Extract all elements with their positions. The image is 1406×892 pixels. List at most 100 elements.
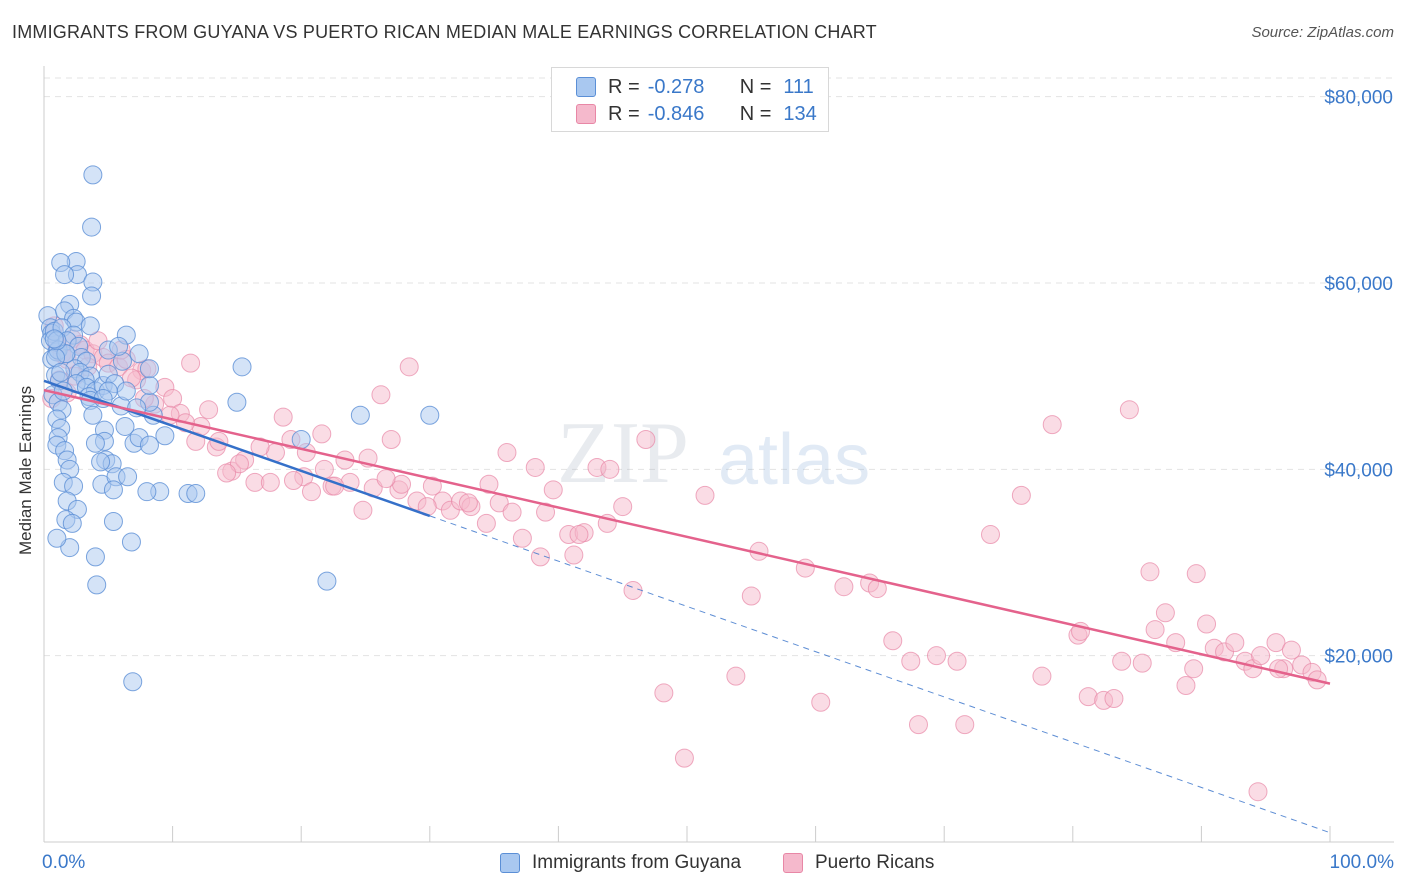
data-point-puerto-ricans <box>1145 620 1165 640</box>
data-point-puerto-ricans <box>301 482 321 502</box>
data-point-puerto-ricans <box>1112 651 1132 671</box>
data-point-guyana <box>85 547 105 567</box>
data-point-puerto-ricans <box>1281 640 1301 660</box>
data-point-guyana <box>186 484 206 504</box>
legend-swatch-blue <box>500 853 520 873</box>
data-point-puerto-ricans <box>613 497 633 517</box>
y-tick-label: $40,000 <box>1324 460 1393 481</box>
data-point-puerto-ricans <box>497 443 517 463</box>
data-point-puerto-ricans <box>1011 485 1031 505</box>
data-point-puerto-ricans <box>1266 633 1286 653</box>
data-point-guyana <box>60 538 80 558</box>
y-axis-label: Median Male Earnings <box>16 385 35 555</box>
data-point-puerto-ricans <box>536 502 556 522</box>
series-legend: Immigrants from Guyana Puerto Ricans <box>0 852 1406 876</box>
data-point-puerto-ricans <box>1251 646 1271 666</box>
legend-r-value: -0.846 <box>647 102 705 125</box>
x-axis-min-label: 0.0% <box>42 852 86 873</box>
data-point-guyana <box>62 513 82 533</box>
legend-swatch-blue <box>576 77 596 97</box>
data-point-puerto-ricans <box>901 651 921 671</box>
watermark: ZIP atlas <box>557 405 870 502</box>
legend-item-guyana[interactable]: Immigrants from Guyana <box>500 852 741 874</box>
data-point-guyana <box>420 405 440 425</box>
data-point-guyana <box>83 405 103 425</box>
legend-r-value: -0.278 <box>647 75 705 98</box>
data-point-puerto-ricans <box>260 472 280 492</box>
data-point-puerto-ricans <box>217 463 237 483</box>
data-point-puerto-ricans <box>376 469 396 489</box>
data-point-guyana <box>317 571 337 591</box>
legend-label-guyana: Immigrants from Guyana <box>532 852 742 873</box>
data-point-puerto-ricans <box>623 580 643 600</box>
data-point-puerto-ricans <box>947 651 967 671</box>
trend-lines <box>43 379 1331 834</box>
data-point-puerto-ricans <box>1269 659 1289 679</box>
data-point-guyana <box>85 433 105 453</box>
data-point-guyana <box>118 467 138 487</box>
x-axis-max-label: 100.0% <box>1329 852 1394 873</box>
data-point-puerto-ricans <box>980 525 1000 545</box>
data-point-puerto-ricans <box>1132 653 1152 673</box>
legend-n-label: N = <box>739 102 772 125</box>
guyana-points <box>38 165 440 692</box>
data-point-puerto-ricans <box>834 577 854 597</box>
data-point-puerto-ricans <box>399 357 419 377</box>
data-point-puerto-ricans <box>569 525 589 545</box>
chart-title: IMMIGRANTS FROM GUYANA VS PUERTO RICAN M… <box>12 22 877 42</box>
data-point-puerto-ricans <box>1184 659 1204 679</box>
data-point-guyana <box>350 405 370 425</box>
data-point-puerto-ricans <box>1042 415 1062 435</box>
legend-r-label: R = <box>608 75 640 98</box>
data-point-guyana <box>291 430 311 450</box>
data-point-guyana <box>83 165 103 185</box>
data-point-guyana <box>129 344 149 364</box>
data-point-guyana <box>51 362 71 382</box>
legend-r-label: R = <box>608 102 640 125</box>
data-point-puerto-ricans <box>1104 689 1124 709</box>
puerto-ricans-points <box>42 316 1327 802</box>
data-point-puerto-ricans <box>1140 562 1160 582</box>
legend-n-value: 134 <box>783 102 817 125</box>
trend-line-puerto-ricans <box>43 388 1331 685</box>
data-point-guyana <box>82 217 102 237</box>
data-point-puerto-ricans <box>926 646 946 666</box>
legend-swatch-pink <box>576 104 596 124</box>
data-point-puerto-ricans <box>381 430 401 450</box>
data-point-puerto-ricans <box>1032 666 1052 686</box>
legend-row-puerto-ricans: R = -0.846 N = 134 <box>576 102 817 126</box>
data-point-guyana <box>87 575 107 595</box>
data-point-guyana <box>123 672 143 692</box>
data-point-puerto-ricans <box>353 500 373 520</box>
data-point-puerto-ricans <box>726 666 746 686</box>
data-point-puerto-ricans <box>273 407 293 427</box>
correlation-legend: R = -0.278 N = 111 R = -0.846 N = 134 <box>551 67 829 132</box>
data-point-puerto-ricans <box>1155 603 1175 623</box>
source-credit: Source: ZipAtlas.com <box>1251 24 1394 41</box>
y-tick-label: $80,000 <box>1324 88 1393 109</box>
data-point-guyana <box>139 359 159 379</box>
legend-item-puerto-ricans[interactable]: Puerto Ricans <box>783 852 934 874</box>
data-point-puerto-ricans <box>312 424 332 444</box>
data-point-puerto-ricans <box>476 513 496 533</box>
data-point-guyana <box>139 375 159 395</box>
watermark-atlas: atlas <box>718 420 870 500</box>
data-point-puerto-ricans <box>695 485 715 505</box>
data-point-guyana <box>115 416 135 436</box>
data-point-puerto-ricans <box>525 457 545 477</box>
data-point-guyana <box>109 336 129 356</box>
y-tick-label: $20,000 <box>1324 647 1393 668</box>
data-point-puerto-ricans <box>371 385 391 405</box>
data-point-puerto-ricans <box>199 400 219 420</box>
data-point-guyana <box>227 392 247 412</box>
data-point-puerto-ricans <box>741 586 761 606</box>
data-point-puerto-ricans <box>479 474 499 494</box>
data-point-puerto-ricans <box>181 353 201 373</box>
watermark-zip: ZIP <box>557 405 689 502</box>
data-point-puerto-ricans <box>422 476 442 496</box>
data-point-puerto-ricans <box>654 683 674 703</box>
data-point-guyana <box>103 511 123 531</box>
data-point-puerto-ricans <box>229 454 249 474</box>
data-point-puerto-ricans <box>530 547 550 567</box>
